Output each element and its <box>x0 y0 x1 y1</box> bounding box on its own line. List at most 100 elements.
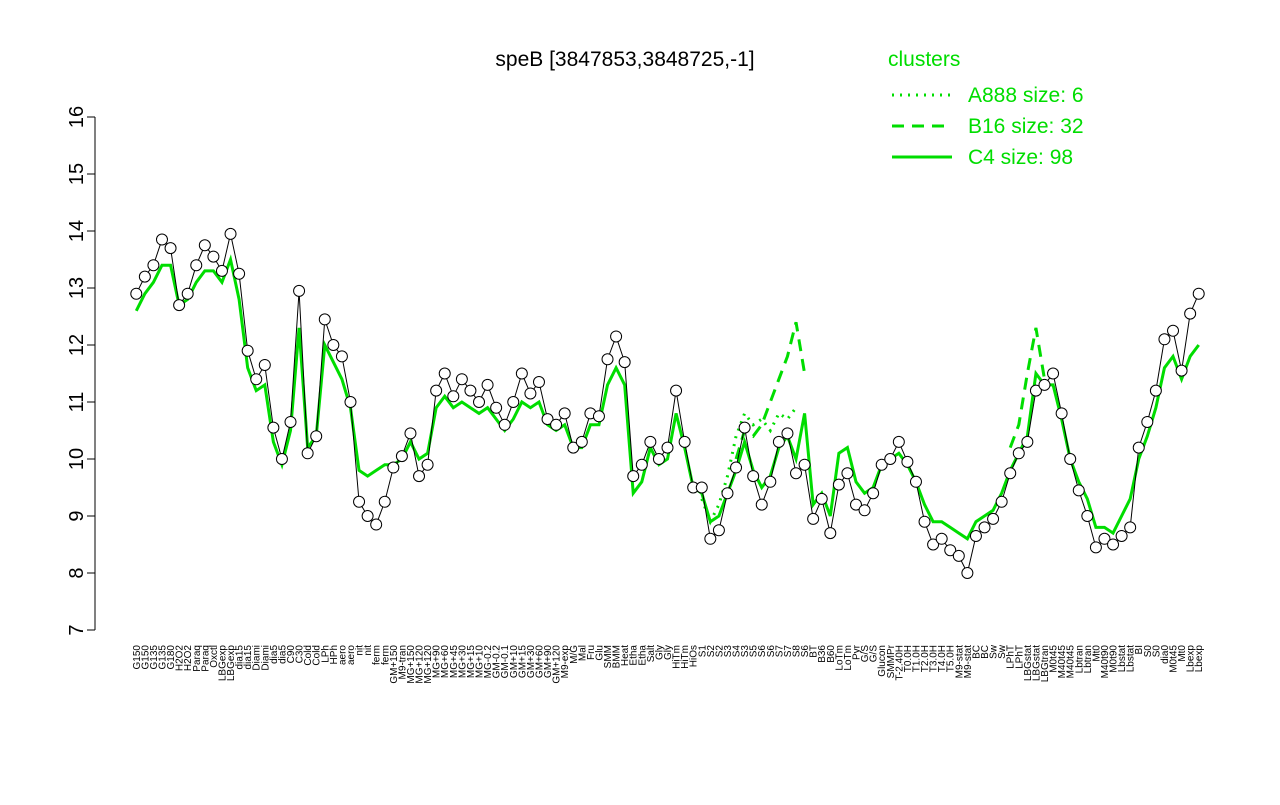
x-tick-label: Fru <box>586 645 597 660</box>
x-tick-label: aero <box>337 645 348 665</box>
data-point <box>1149 384 1162 397</box>
x-tick-label: LBGexp <box>217 645 228 682</box>
data-point <box>1124 521 1137 534</box>
data-point <box>198 239 211 252</box>
x-tick-label: LBGexp <box>226 645 237 682</box>
data-point <box>678 435 691 448</box>
data-point <box>824 527 837 540</box>
data-point <box>952 549 965 562</box>
x-tick-label: T3.0H <box>929 645 940 672</box>
data-point <box>764 475 777 488</box>
x-tick-label: HiTm <box>672 645 683 669</box>
x-tick-label: C90 <box>286 645 297 664</box>
x-tick-label: GM+15 <box>517 645 528 679</box>
y-tick-label: 8 <box>66 567 88 578</box>
x-tick-label: H2O2 <box>183 645 194 672</box>
data-point <box>644 435 657 448</box>
data-point <box>155 233 168 246</box>
x-tick-label: M40t90 <box>1100 645 1111 679</box>
data-point <box>258 358 271 371</box>
x-tick-label: GM+30 <box>526 645 537 679</box>
data-point <box>284 415 297 428</box>
x-tick-label: MG+90 <box>432 645 443 679</box>
data-point <box>961 567 974 579</box>
data-point <box>841 467 854 480</box>
data-point <box>181 287 194 300</box>
x-tick-label: G150 <box>132 645 143 670</box>
data-point <box>772 435 785 448</box>
x-tick-label: B60 <box>826 645 837 663</box>
y-tick-label: 7 <box>66 624 88 635</box>
x-tick-label: Lbstat <box>1126 645 1137 672</box>
x-tick-label: S3 <box>723 645 734 658</box>
cluster-line <box>734 321 1046 460</box>
x-tick-label: LoTm <box>843 645 854 671</box>
x-tick-label: S1 <box>697 645 708 658</box>
data-point <box>1029 384 1042 397</box>
x-tick-label: BC <box>971 645 982 659</box>
x-tick-label: LPhT <box>1014 645 1025 669</box>
x-tick-label: S6 <box>757 645 768 658</box>
x-tick-label: M0t90 <box>1109 645 1120 673</box>
data-point <box>661 441 674 454</box>
data-point <box>310 430 323 443</box>
x-tick-label: Mt0 <box>1177 645 1188 662</box>
x-tick-label: T5.0H <box>946 645 957 672</box>
x-tick-label: LPhT <box>1006 645 1017 669</box>
x-tick-label: M40t45 <box>1057 645 1068 679</box>
x-tick-label: MG+150 <box>406 645 417 684</box>
x-tick-label: GM-0.2 <box>492 645 503 679</box>
data-point <box>815 492 828 505</box>
x-tick-label: S2 <box>706 645 717 658</box>
x-tick-label: Paraq <box>200 645 211 672</box>
x-tick-label: G/S <box>869 645 880 663</box>
x-tick-label: Heat <box>620 645 631 666</box>
data-point <box>721 487 734 500</box>
x-tick-label: HiOs <box>689 645 700 667</box>
data-point <box>524 387 537 400</box>
x-tick-label: T1.0H <box>911 645 922 672</box>
x-tick-label: S7 <box>783 645 794 658</box>
data-point <box>378 495 391 508</box>
data-point <box>138 270 151 283</box>
data-point <box>318 313 331 326</box>
legend-label: C4 size: 98 <box>968 146 1073 169</box>
x-tick-label: B36 <box>817 645 828 663</box>
x-tick-label: M0t45 <box>1169 645 1180 673</box>
data-point <box>712 524 725 537</box>
chart-title: speB [3847853,3848725,-1] <box>495 48 754 71</box>
data-point <box>224 227 237 240</box>
data-point <box>1081 510 1094 522</box>
x-tick-label: S4 <box>732 645 743 658</box>
data-point <box>670 384 683 397</box>
data-point <box>849 498 862 511</box>
x-tick-label: Gly <box>663 645 674 660</box>
data-point <box>421 458 434 471</box>
x-tick-label: SMM <box>603 645 614 668</box>
x-tick-label: LBGstat <box>1031 645 1042 681</box>
data-point <box>147 259 160 272</box>
data-point <box>781 427 794 440</box>
x-tick-label: dia5 <box>277 645 288 664</box>
x-tick-label: M9-tran <box>397 645 408 679</box>
data-point <box>618 356 631 369</box>
data-point <box>1038 378 1051 391</box>
legend-label: B16 size: 32 <box>968 115 1084 138</box>
x-tick-label: nit <box>363 645 374 656</box>
x-tick-label: M9-exp <box>560 645 571 679</box>
data-point <box>241 344 254 357</box>
x-tick-label: dia5 <box>269 645 280 664</box>
data-point <box>430 384 443 397</box>
data-point <box>704 532 717 545</box>
data-point <box>1158 333 1171 346</box>
data-point <box>438 367 451 380</box>
data-point <box>635 458 648 471</box>
x-tick-label: M9-stat <box>963 645 974 679</box>
data-point <box>404 427 417 440</box>
data-point <box>747 470 760 483</box>
data-point <box>344 396 357 408</box>
data-point <box>807 512 820 525</box>
data-point <box>1175 364 1188 377</box>
x-tick-label: M/G <box>569 645 580 664</box>
